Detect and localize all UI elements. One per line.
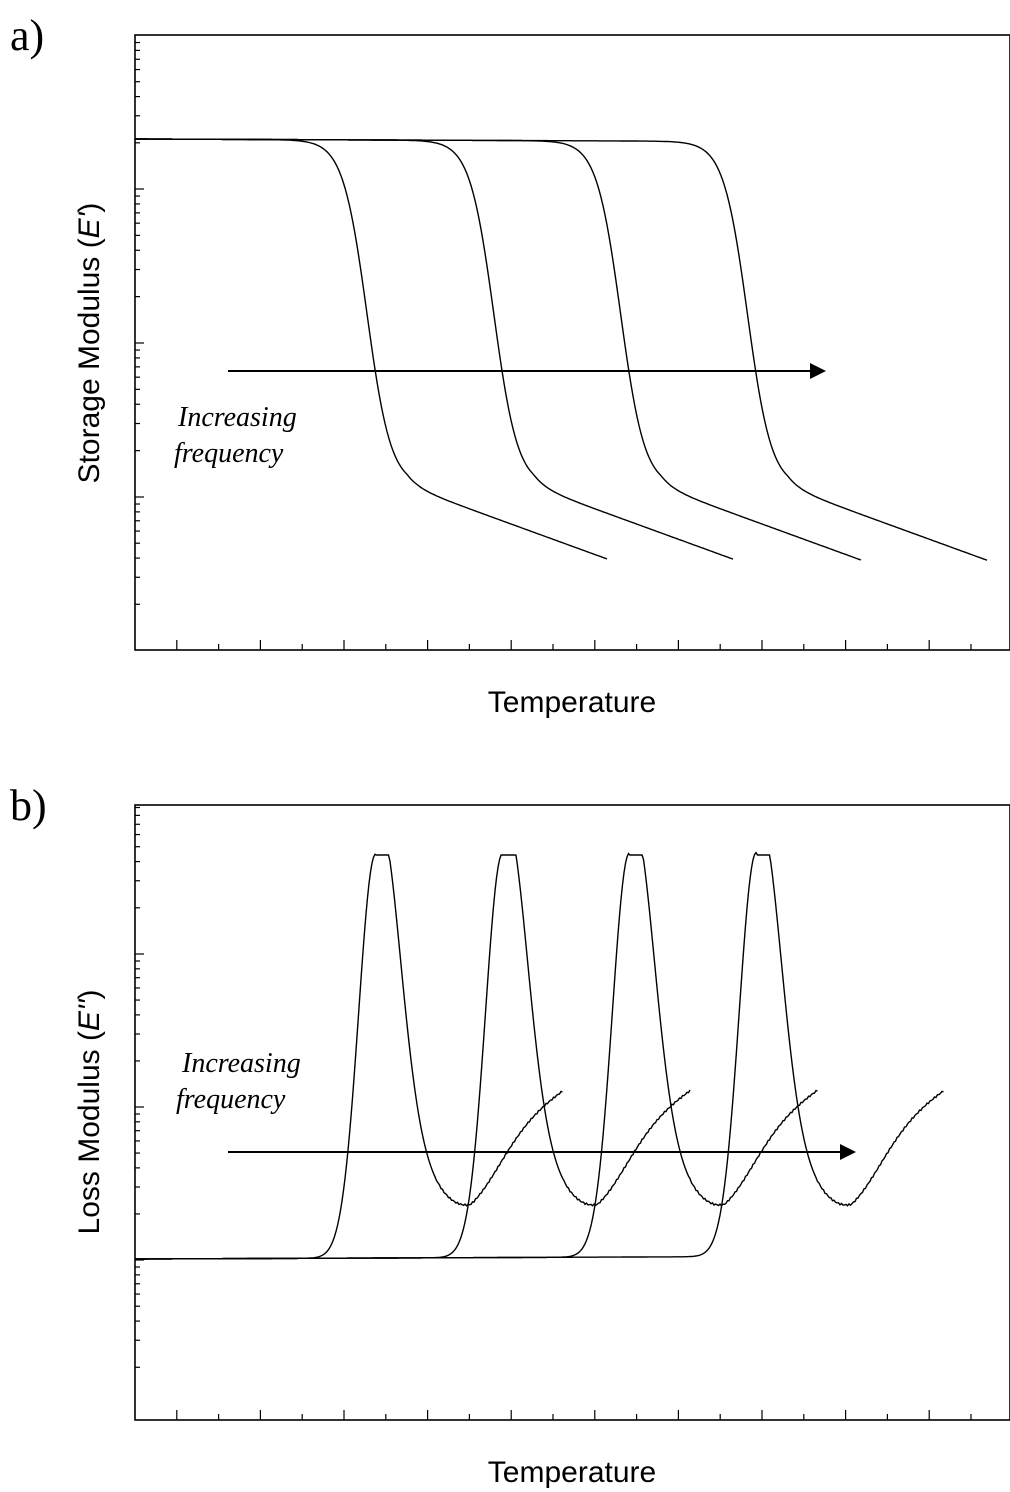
panel-a-series-2-line (135, 138, 734, 560)
panel-a-series-1-line (135, 138, 608, 560)
panel-b-plot-frame (134, 804, 1010, 1421)
panel-a-y-axis-title-symbol: E' (73, 211, 106, 238)
panel-b-y-axis-title-prefix: Loss Modulus ( (73, 1031, 106, 1234)
panel-a-x-axis-title: Temperature (488, 686, 656, 719)
panel-b-y-axis-title-symbol: E'' (73, 998, 106, 1031)
panel-a-y-ticks (135, 41, 144, 605)
panel-a-plot-frame (134, 34, 1010, 651)
panel-a-series-4-line (135, 138, 988, 561)
panel-a-y-axis-title: Storage Modulus (E') (73, 203, 106, 484)
panel-b-y-axis-title: Loss Modulus (E'') (73, 990, 106, 1235)
panel-a-label: a) (10, 11, 44, 60)
panel-a: a) Increasing frequency Temperature Stor… (10, 11, 1010, 719)
panel-b-series-4-line (135, 851, 944, 1260)
panel-b-arrowhead-icon (840, 1144, 856, 1160)
panel-a-y-axis-title-prefix: Storage Modulus ( (73, 238, 106, 483)
panel-b: b) Increasing frequency Temperature Loss… (10, 781, 1010, 1489)
panel-b-y-ticks (135, 806, 144, 1368)
panel-b-x-ticks (176, 1410, 972, 1420)
panel-b-x-axis-title: Temperature (488, 1456, 656, 1489)
panel-a-x-ticks (176, 640, 972, 650)
panel-b-y-axis-title-suffix: ) (73, 990, 106, 1000)
panel-a-curves (135, 138, 988, 561)
panel-a-y-axis-title-suffix: ) (73, 203, 106, 213)
panel-b-curves (135, 851, 944, 1260)
panel-a-arrowhead-icon (810, 363, 826, 379)
panel-b-annotation-line2: frequency (176, 1084, 286, 1115)
panel-a-annotation-line2: frequency (174, 438, 284, 469)
panel-a-annotation-line1: Increasing (177, 402, 297, 433)
panel-b-annotation-line1: Increasing (181, 1048, 301, 1079)
panel-b-label: b) (10, 781, 47, 830)
